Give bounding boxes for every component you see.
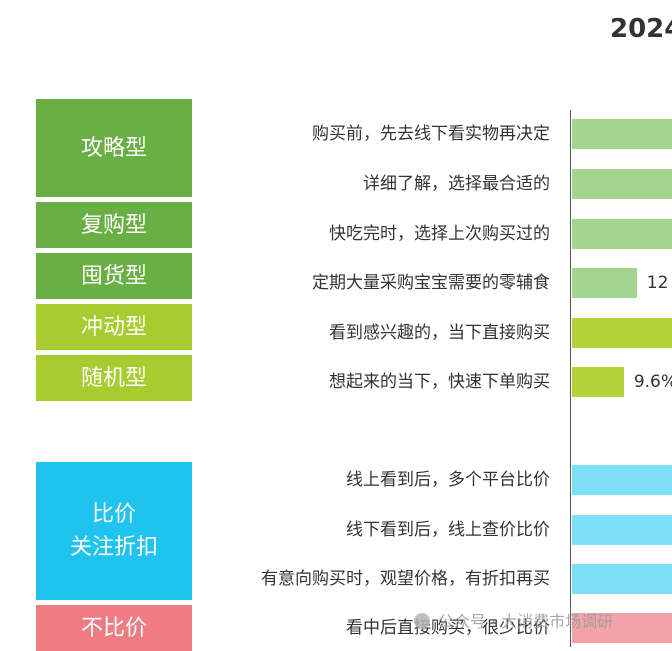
group-random: 随机型: [36, 355, 192, 401]
group-label: 随机型: [80, 365, 147, 391]
watermark: 公众号 · 大消费市场调研: [414, 608, 613, 632]
group-label: 囤货型: [80, 263, 147, 289]
bar: [572, 318, 672, 348]
category-label: 线上看到后，多个平台比价: [346, 470, 550, 490]
bar: [572, 268, 637, 298]
bar: [572, 219, 672, 249]
bar: [572, 169, 672, 199]
group-label: 复购型: [80, 212, 147, 238]
category-label: 定期大量采购宝宝需要的零辅食: [312, 273, 550, 293]
category-label: 看到感兴趣的，当下直接购买: [329, 323, 550, 343]
group-repurchase: 复购型: [36, 202, 192, 248]
group-strategy: 攻略型: [36, 99, 192, 197]
group-stockpile: 囤货型: [36, 253, 192, 299]
group-price-compare: 比价 关注折扣: [36, 462, 192, 600]
group-label: 不比价: [80, 615, 147, 641]
group-label: 比价 关注折扣: [69, 502, 158, 560]
bar: [572, 119, 672, 149]
bar: [572, 613, 672, 643]
category-label: 购买前，先去线下看实物再决定: [312, 124, 550, 144]
category-label: 看中后直接购买，很少比价: [346, 618, 550, 638]
group-label: 攻略型: [80, 135, 147, 161]
group-no-compare: 不比价: [36, 605, 192, 651]
bar: [572, 465, 672, 495]
chart-title: 2024: [610, 14, 672, 44]
value-label: 12: [646, 273, 669, 293]
category-label: 快吃完时，选择上次购买过的: [329, 224, 550, 244]
value-label: 9.6%: [633, 372, 672, 392]
bar: [572, 564, 672, 594]
category-label: 详细了解，选择最合适的: [363, 174, 550, 194]
category-label: 想起来的当下，快速下单购买: [329, 372, 550, 392]
group-label: 冲动型: [80, 314, 147, 340]
y-axis-line: [570, 110, 571, 647]
category-label: 线下看到后，线上查价比价: [346, 520, 550, 540]
wechat-icon: [414, 613, 430, 629]
bar: [572, 367, 624, 397]
bar: [572, 515, 672, 545]
watermark-text: 公众号 · 大消费市场调研: [438, 612, 614, 631]
category-label: 有意向购买时，观望价格，有折扣再买: [261, 569, 550, 589]
group-impulse: 冲动型: [36, 304, 192, 350]
